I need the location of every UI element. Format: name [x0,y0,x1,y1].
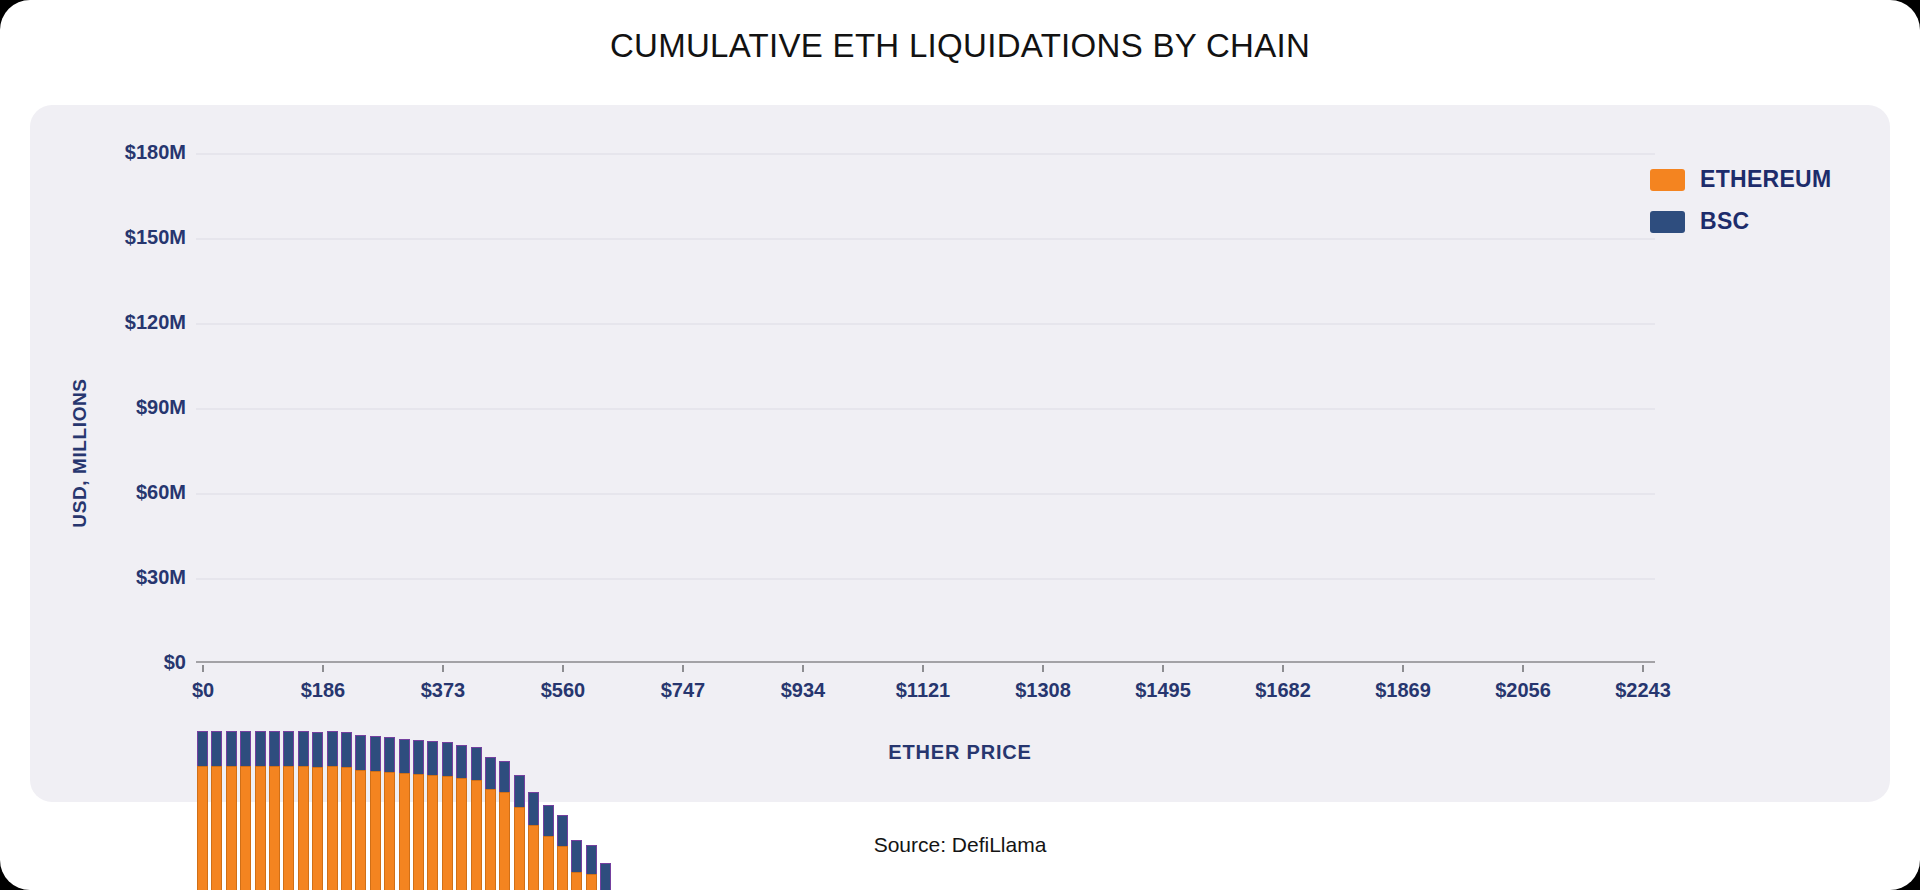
bar-segment-ethereum [197,766,208,890]
y-axis-labels: $180M$150M$120M$90M$60M$30M$0 [56,153,186,683]
x-axis-title: ETHER PRICE [0,741,1920,764]
bar-segment-ethereum [269,766,280,890]
x-axis-tick [562,665,564,672]
bar-segment-ethereum [571,872,582,890]
bar-segment-ethereum [341,767,352,890]
bar-segment-bsc [499,761,510,792]
x-axis-tick [1522,665,1524,672]
bar-segment-ethereum [586,874,597,890]
gridline [196,323,1655,325]
ethereum-swatch-icon [1650,169,1685,191]
x-tick-label: $373 [383,679,503,702]
x-axis-tick [1402,665,1404,672]
bar-segment-ethereum [355,770,366,890]
bar-segment-ethereum [399,773,410,890]
y-tick-label: $60M [56,481,186,504]
legend-label-ethereum: ETHEREUM [1700,166,1831,193]
gridline [196,493,1655,495]
y-tick-label: $150M [56,226,186,249]
legend: ETHEREUM BSC [1650,166,1831,250]
bar-segment-ethereum [312,767,323,890]
bar-segment-ethereum [240,766,251,890]
x-axis-tick [1282,665,1284,672]
y-tick-label: $30M [56,566,186,589]
x-axis-tick [322,665,324,672]
bar-segment-ethereum [298,766,309,890]
x-axis-tick [922,665,924,672]
gridline [196,153,1655,155]
x-tick-label: $747 [623,679,743,702]
bar-segment-ethereum [413,774,424,890]
x-axis-line [196,661,1655,663]
chart-title: CUMULATIVE ETH LIQUIDATIONS BY CHAIN [0,27,1920,65]
gridline [196,408,1655,410]
x-tick-label: $2243 [1583,679,1703,702]
bar-segment-ethereum [384,772,395,890]
bar-segment-ethereum [327,766,338,890]
x-tick-label: $560 [503,679,623,702]
x-tick-label: $186 [263,679,383,702]
legend-item-bsc[interactable]: BSC [1650,208,1831,235]
bar-segment-ethereum [255,766,266,890]
source-attribution: Source: DefiLlama [0,833,1920,857]
x-tick-label: $0 [143,679,263,702]
y-tick-label: $180M [56,141,186,164]
x-axis-tick [682,665,684,672]
bar-segment-ethereum [283,766,294,890]
x-tick-label: $1495 [1103,679,1223,702]
x-axis-tick [1162,665,1164,672]
x-axis-tick [1042,665,1044,672]
x-axis-tick [442,665,444,672]
x-axis-tick [802,665,804,672]
x-tick-label: $1682 [1223,679,1343,702]
bar-segment-bsc [528,792,539,825]
gridline [196,238,1655,240]
x-tick-label: $2056 [1463,679,1583,702]
chart-card: CUMULATIVE ETH LIQUIDATIONS BY CHAIN USD… [0,0,1920,890]
bar-segment-bsc [600,863,611,890]
bsc-swatch-icon [1650,211,1685,233]
x-tick-label: $1308 [983,679,1103,702]
x-axis-tick [1642,665,1644,672]
legend-label-bsc: BSC [1700,208,1749,235]
bar-segment-ethereum [211,766,222,890]
x-axis-tick [202,665,204,672]
bar-segment-bsc [543,805,554,836]
gridline [196,578,1655,580]
y-tick-label: $0 [56,651,186,674]
x-tick-label: $934 [743,679,863,702]
bar-segment-ethereum [226,766,237,890]
legend-item-ethereum[interactable]: ETHEREUM [1650,166,1831,193]
y-tick-label: $90M [56,396,186,419]
x-tick-label: $1869 [1343,679,1463,702]
x-tick-label: $1121 [863,679,983,702]
bar-segment-ethereum [370,771,381,890]
plot-area: $0$186$373$560$747$934$1121$1308$1495$16… [196,153,1660,665]
bar-segment-bsc [514,775,525,807]
y-tick-label: $120M [56,311,186,334]
